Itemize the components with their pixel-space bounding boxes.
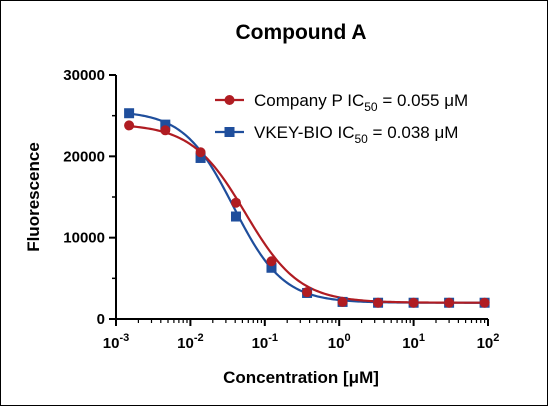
data-point-company-p	[230, 197, 241, 208]
data-point-company-p	[337, 296, 348, 307]
data-point-company-p	[408, 297, 419, 308]
y-tick-label: 10000	[63, 230, 105, 247]
data-point-company-p	[124, 120, 135, 131]
data-point-vkey-bio	[124, 108, 135, 119]
data-point-vkey-bio	[230, 211, 241, 222]
data-point-company-p	[195, 147, 206, 158]
legend-label: Company P IC50 = 0.055 μM	[254, 91, 468, 114]
y-tick-label: 0	[97, 311, 105, 328]
data-point-vkey-bio	[160, 119, 171, 130]
data-point-company-p	[302, 287, 313, 298]
chart-title: Compound A	[235, 21, 366, 44]
data-point-company-p	[444, 297, 455, 308]
x-tick-label: 102	[477, 332, 500, 352]
x-axis-label: Concentration [μM]	[223, 368, 379, 387]
y-tick-label: 20000	[63, 148, 105, 165]
legend: Company P IC50 = 0.055 μM VKEY-BIO IC50 =…	[215, 91, 468, 146]
data-point-company-p	[266, 256, 277, 267]
y-axis-label: Fluorescence	[24, 142, 43, 252]
legend-marker-circle	[224, 95, 235, 105]
data-point-company-p	[373, 297, 384, 308]
legend-label: VKEY-BIO IC50 = 0.038 μM	[254, 123, 458, 146]
legend-item: VKEY-BIO IC50 = 0.038 μM	[215, 123, 458, 146]
fit-curve-company-p	[129, 125, 485, 304]
data-point-company-p	[479, 297, 490, 308]
data-points	[124, 108, 490, 308]
data-point-company-p	[160, 125, 171, 136]
axes: 0 10000 20000 30000 10-3 10-2 10-1 100 101 102	[63, 67, 499, 352]
x-tick-label: 10-3	[103, 332, 129, 352]
x-tick-label: 10-2	[177, 332, 203, 352]
x-tick-label: 10-1	[252, 332, 278, 352]
x-tick-label: 100	[328, 332, 351, 352]
y-tick-label: 30000	[63, 67, 105, 84]
data-point-vkey-bio	[195, 152, 206, 163]
data-point-vkey-bio	[266, 262, 277, 273]
x-tick-label: 101	[402, 332, 425, 352]
legend-marker-square	[224, 127, 235, 137]
legend-item: Company P IC50 = 0.055 μM	[215, 91, 468, 114]
